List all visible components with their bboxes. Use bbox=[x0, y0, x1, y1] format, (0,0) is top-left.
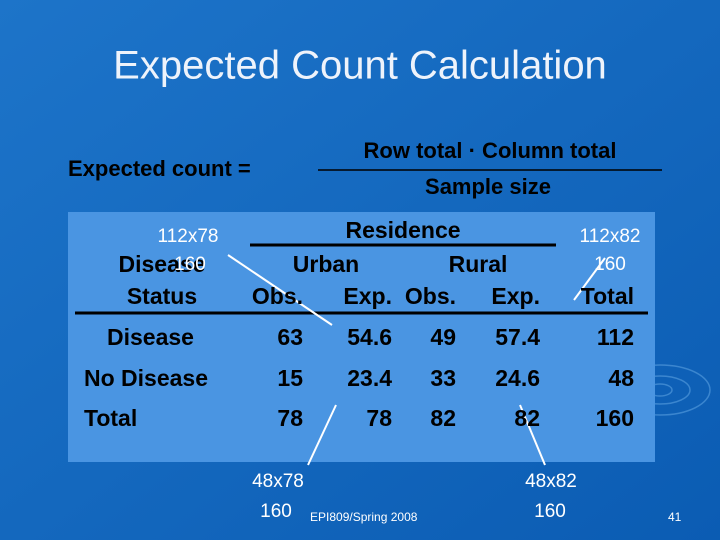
annotation-top: 112x82 bbox=[580, 226, 641, 247]
cell: 78 bbox=[277, 405, 303, 431]
cell: 112 bbox=[597, 324, 634, 350]
footer: EPI809/Spring 2008 bbox=[310, 510, 418, 524]
group-label: Urban bbox=[293, 251, 359, 277]
formula-denominator: Sample size bbox=[425, 174, 551, 199]
formula-numerator: Row total · Column total bbox=[364, 138, 617, 163]
cell: 57.4 bbox=[495, 324, 540, 350]
annotation-bottom: 160 bbox=[260, 501, 292, 522]
cell: 48 bbox=[608, 365, 634, 391]
column-header: Exp. bbox=[343, 283, 392, 309]
cell: 49 bbox=[430, 324, 456, 350]
annotation-top: 48x78 bbox=[252, 471, 304, 492]
cell: 23.4 bbox=[347, 365, 392, 391]
cell: 33 bbox=[430, 365, 456, 391]
cell: 82 bbox=[430, 405, 456, 431]
cell: 78 bbox=[366, 405, 392, 431]
cell: 160 bbox=[596, 405, 634, 431]
annotation-bottom: 160 bbox=[174, 254, 206, 275]
annotation-top: 48x82 bbox=[525, 471, 577, 492]
column-header: Obs. bbox=[405, 283, 456, 309]
column-header: Obs. bbox=[252, 283, 303, 309]
title: Expected Count Calculation bbox=[113, 44, 607, 88]
arrows bbox=[227, 254, 606, 466]
cell: 54.6 bbox=[347, 324, 392, 350]
annotation-bottom: 160 bbox=[534, 501, 566, 522]
row-label-header: Disease bbox=[119, 251, 206, 277]
formula-lhs: Expected count = bbox=[68, 156, 251, 181]
column-header: Exp. bbox=[491, 283, 540, 309]
cell: 82 bbox=[514, 405, 540, 431]
cell: 24.6 bbox=[495, 365, 540, 391]
row-label: No Disease bbox=[84, 365, 208, 391]
annotation-top: 112x78 bbox=[158, 226, 219, 247]
annotation-bottom: 160 bbox=[594, 254, 626, 275]
table-box bbox=[68, 212, 655, 462]
column-header: Total bbox=[581, 283, 634, 309]
row-label: Total bbox=[84, 405, 137, 431]
cell: 15 bbox=[277, 365, 303, 391]
row-label: Disease bbox=[107, 324, 194, 350]
cell: 63 bbox=[277, 324, 303, 350]
group-label: Rural bbox=[449, 251, 508, 277]
group-header: Residence bbox=[345, 217, 460, 243]
page-number: 41 bbox=[668, 510, 682, 524]
row-label-header: Status bbox=[127, 283, 197, 309]
